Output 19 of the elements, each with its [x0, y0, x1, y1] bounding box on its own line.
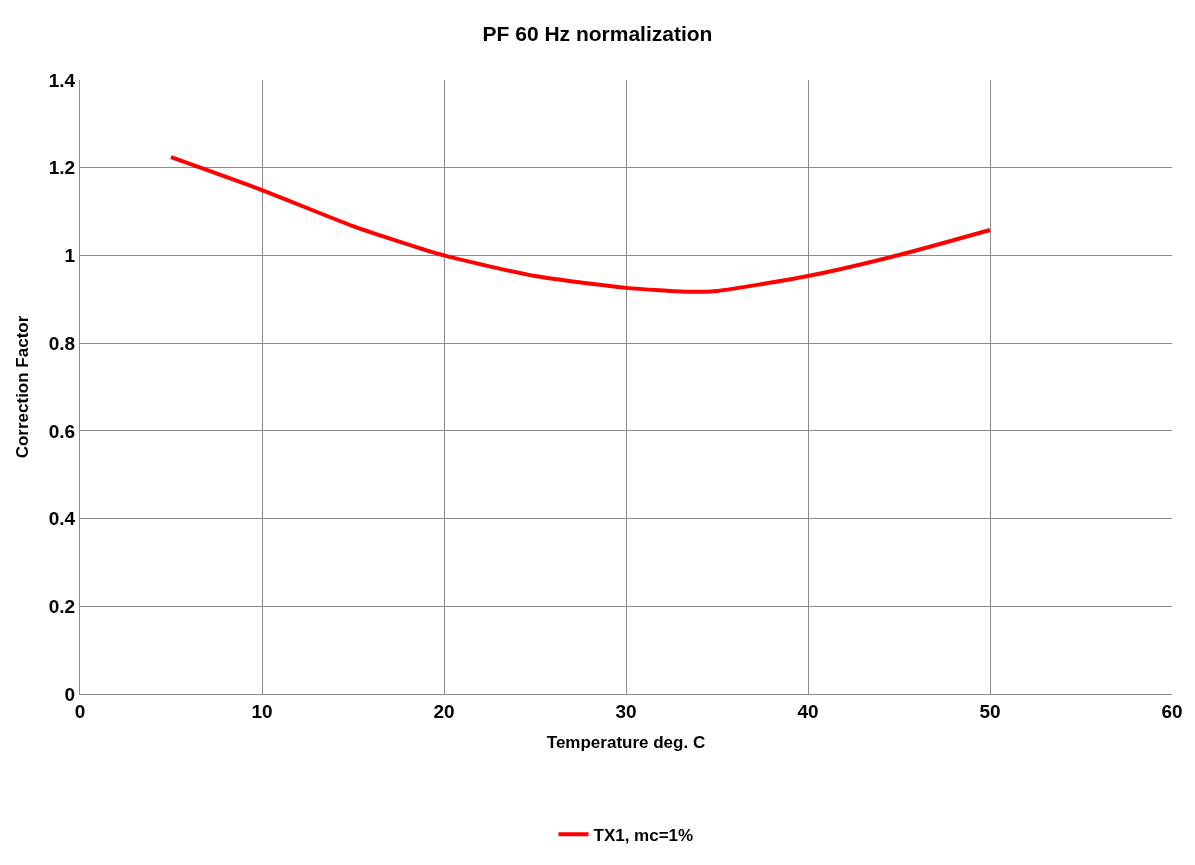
y-tick-label: 0.6: [48, 420, 76, 442]
y-tick-label: 0.4: [48, 508, 76, 530]
x-tick-label: 60: [1161, 700, 1183, 722]
legend-label: TX1, mc=1%: [593, 825, 694, 845]
y-tick-label: 0.2: [48, 595, 76, 617]
y-axis-title: Correction Factor: [13, 315, 33, 459]
y-tick-label: 1: [64, 245, 76, 267]
x-tick-label: 10: [251, 700, 273, 722]
line-series: [169, 155, 992, 294]
y-tick-label: 0.8: [48, 332, 76, 354]
x-axis-title: Temperature deg. C: [546, 733, 706, 753]
x-tick-label: 30: [615, 700, 637, 722]
chart-title: PF 60 Hz normalization: [482, 21, 713, 45]
x-tick-label: 20: [433, 700, 455, 722]
y-tick-label: 1.2: [48, 157, 76, 179]
y-tick-label: 1.4: [48, 69, 76, 91]
y-tick-label: 0: [64, 683, 76, 705]
x-tick-label: 40: [797, 700, 819, 722]
x-tick-label: 50: [979, 700, 1001, 722]
